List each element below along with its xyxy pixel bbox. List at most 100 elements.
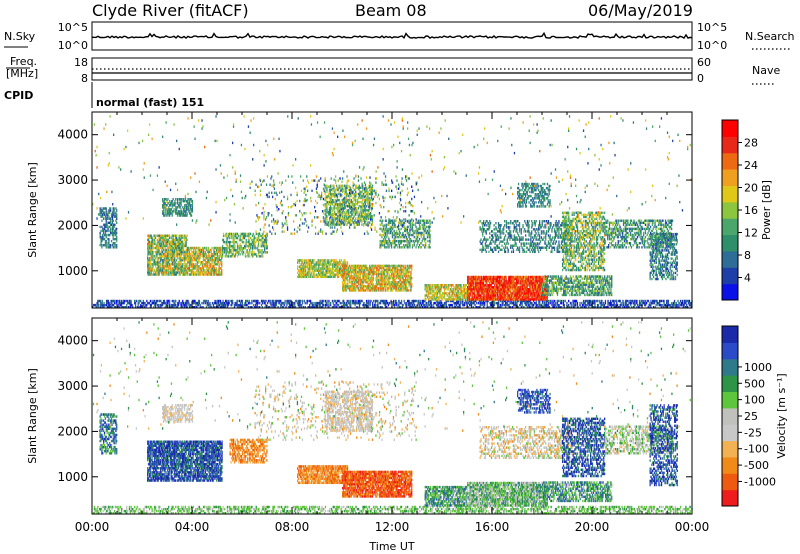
data-cell (636, 300, 637, 302)
data-cell (106, 246, 107, 248)
nsky-tick-top: 10^5 (58, 21, 88, 34)
data-cell (320, 300, 321, 302)
data-cell (221, 261, 222, 263)
data-cell (209, 255, 210, 257)
data-cell (285, 300, 286, 302)
data-cell (114, 300, 115, 302)
data-cell (223, 239, 224, 241)
data-cell (401, 300, 402, 302)
data-cell (334, 304, 335, 306)
data-cell (251, 300, 252, 302)
data-cell (262, 233, 263, 235)
data-cell (357, 203, 358, 205)
data-cell (568, 300, 569, 302)
data-cell (369, 300, 370, 302)
data-cell (255, 247, 256, 249)
data-cell (157, 300, 158, 302)
data-cell (284, 302, 285, 304)
data-cell (561, 302, 562, 304)
data-cell (100, 232, 101, 234)
data-cell (601, 300, 602, 302)
nsky-panel: N.Sky 10^5 10^0 10^5 10^0 N.Search (4, 21, 795, 52)
data-cell (114, 302, 115, 304)
data-cell (131, 304, 132, 306)
data-cell (350, 302, 351, 304)
data-cell (361, 223, 362, 225)
data-cell (247, 300, 248, 302)
data-cell (264, 300, 265, 302)
data-cell (365, 289, 366, 291)
data-cell (116, 236, 117, 238)
data-cell (237, 247, 238, 249)
data-cell (116, 228, 117, 230)
data-cell (190, 304, 191, 306)
data-cell (175, 304, 176, 306)
data-cell (261, 249, 262, 251)
data-cell (203, 302, 204, 304)
data-cell (192, 200, 193, 202)
data-cell (131, 300, 132, 302)
data-cell (367, 191, 368, 193)
data-cell (216, 267, 217, 269)
data-cell (306, 259, 307, 261)
data-cell (119, 300, 120, 302)
data-cell (561, 300, 562, 302)
data-cell (221, 269, 222, 271)
data-cell (668, 300, 669, 302)
data-cell (273, 300, 274, 302)
data-cell (107, 218, 108, 220)
data-cell (224, 251, 225, 253)
data-cell (346, 189, 347, 191)
data-cell (152, 267, 153, 269)
data-cell (232, 300, 233, 302)
data-cell (262, 302, 263, 304)
data-cell (167, 198, 168, 200)
data-cell (222, 300, 223, 302)
data-cell (677, 304, 678, 306)
data-cell (169, 235, 170, 237)
data-cell (106, 234, 107, 236)
data-cell (224, 241, 225, 243)
data-cell (219, 263, 220, 265)
data-cell (326, 189, 327, 191)
data-cell (476, 302, 477, 304)
data-cell (516, 302, 517, 304)
data-cell (360, 302, 361, 304)
date-title: 06/May/2019 (588, 1, 693, 20)
data-cell (494, 302, 495, 304)
data-cell (117, 300, 118, 302)
data-cell (228, 300, 229, 302)
data-cell (607, 300, 608, 302)
data-cell (339, 191, 340, 193)
power-data (92, 115, 693, 308)
data-cell (276, 302, 277, 304)
data-cell (347, 279, 348, 281)
data-cell (677, 300, 678, 302)
data-cell (302, 300, 303, 302)
beam-title: Beam 08 (355, 1, 427, 20)
data-cell (158, 257, 159, 259)
data-cell (548, 300, 549, 302)
data-cell (106, 242, 107, 244)
data-cell (416, 300, 417, 302)
data-cell (134, 300, 135, 302)
nsky-series (92, 33, 692, 38)
data-cell (194, 300, 195, 302)
data-cell (114, 207, 115, 209)
data-cell (323, 304, 324, 306)
data-cell (487, 302, 488, 304)
data-cell (358, 207, 359, 209)
data-cell (355, 300, 356, 302)
data-cell (227, 237, 228, 239)
data-cell (577, 302, 578, 304)
data-cell (369, 221, 370, 223)
data-cell (358, 287, 359, 289)
data-cell (354, 203, 355, 205)
data-cell (242, 302, 243, 304)
data-cell (100, 226, 101, 228)
data-cell (307, 300, 308, 302)
data-cell (138, 302, 139, 304)
data-cell (154, 300, 155, 302)
data-cell (623, 302, 624, 304)
data-cell (229, 237, 230, 239)
